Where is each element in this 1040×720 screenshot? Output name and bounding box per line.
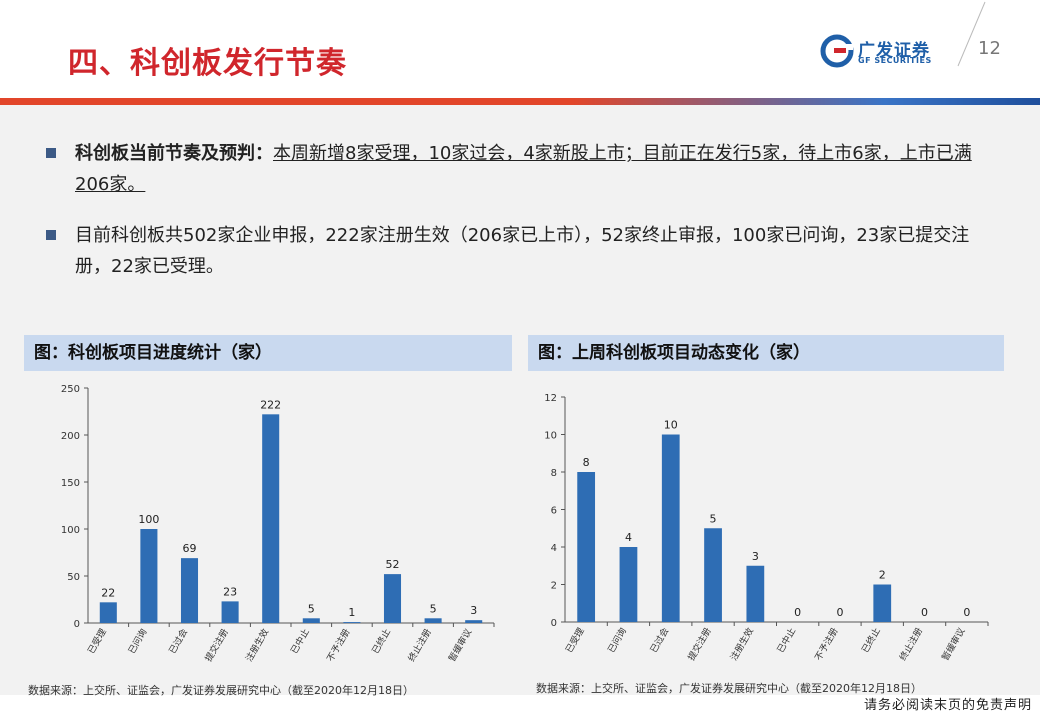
x-tick-label: 已过会 [166, 627, 190, 656]
x-tick-label: 注册生效 [243, 627, 271, 664]
y-tick-label: 6 [551, 506, 557, 517]
chart-left-source: 数据来源：上交所、证监会，广发证券发展研究中心（截至2020年12月18日） [28, 684, 414, 697]
bullet-square-icon [46, 230, 56, 240]
data-label: 222 [260, 398, 281, 411]
data-label: 0 [794, 606, 801, 619]
x-tick-label: 已终止 [369, 627, 393, 656]
data-label: 3 [752, 550, 759, 563]
chart-right-title: 图：上周科创板项目动态变化（家） [528, 335, 1004, 371]
bar [465, 620, 483, 623]
bar [99, 602, 117, 623]
logo-text-cn: 广发证券 [858, 41, 930, 61]
x-tick-label: 已问询 [126, 627, 150, 656]
x-tick-label: 暂缓审议 [446, 627, 474, 664]
y-tick-label: 150 [61, 478, 80, 489]
x-tick-label: 已终止 [859, 626, 883, 655]
data-label: 0 [836, 606, 843, 619]
gf-logo-icon [820, 34, 854, 68]
bar [619, 547, 638, 622]
chart-right-source: 数据来源：上交所、证监会，广发证券发展研究中心（截至2020年12月18日） [536, 682, 922, 695]
data-label: 3 [470, 604, 477, 617]
data-label: 0 [963, 606, 970, 619]
bar [704, 528, 722, 622]
y-tick-label: 12 [544, 393, 557, 404]
y-tick-label: 0 [551, 618, 557, 629]
data-label: 8 [583, 456, 590, 469]
x-tick-label: 提交注册 [202, 627, 230, 664]
y-tick-label: 0 [74, 619, 80, 630]
y-tick-label: 4 [551, 543, 557, 554]
bullet-text: 目前科创板共502家企业申报，222家注册生效（206家已上市），52家终止审报… [75, 225, 970, 277]
chart-weekly-changes: 0 2 4 6 8 10 12 8 已受理 4 已问询 10 已过会 5 提交注册 3 注册生效 0 已中止 0 不予注… [544, 393, 989, 663]
bar [262, 414, 280, 623]
bar [577, 472, 596, 622]
x-tick-label: 已受理 [563, 626, 587, 655]
x-tick-label: 不予注册 [812, 626, 840, 663]
bullet-lead: 科创板当前节奏及预判： [75, 143, 273, 164]
logo-text-en: GF SECURITIES [858, 56, 932, 65]
disclaimer-text: 请务必阅读末页的免责声明 [863, 698, 1032, 713]
bar [746, 565, 765, 622]
chart-left-title: 图：科创板项目进度统计（家） [24, 335, 512, 371]
bar [180, 558, 199, 623]
data-label: 23 [223, 585, 237, 598]
data-label: 22 [101, 586, 115, 599]
x-tick-label: 已过会 [647, 626, 671, 655]
x-tick-label: 注册生效 [728, 626, 756, 663]
data-label: 52 [386, 558, 400, 571]
y-tick-label: 10 [544, 431, 557, 442]
y-tick-label: 250 [61, 384, 80, 395]
bullet-underlined-text: 本周新增8家受理，10家过会，4家新股上市；目前正在发行5家，待上市6家，上市已… [75, 143, 972, 195]
data-label: 5 [710, 512, 717, 525]
data-label: 69 [183, 542, 197, 555]
data-label: 2 [879, 569, 886, 582]
slide-title: 四、科创板发行节奏 [68, 46, 347, 81]
bar [873, 584, 892, 622]
data-label: 100 [138, 513, 159, 526]
bar [140, 529, 158, 623]
content-background [0, 105, 1040, 695]
bar [343, 622, 361, 623]
bar [424, 618, 442, 623]
data-label: 4 [625, 531, 632, 544]
data-label: 0 [921, 606, 928, 619]
y-tick-label: 8 [551, 468, 557, 479]
data-label: 10 [664, 419, 678, 432]
bar [383, 574, 402, 623]
data-label: 5 [430, 602, 437, 615]
bar [302, 618, 320, 623]
y-tick-label: 100 [61, 525, 80, 536]
x-tick-label: 提交注册 [685, 626, 713, 663]
bar [221, 601, 239, 623]
y-tick-label: 2 [551, 581, 557, 592]
x-tick-label: 已问询 [605, 626, 629, 655]
x-tick-label: 已受理 [85, 627, 109, 656]
bullet-square-icon [46, 148, 56, 158]
x-tick-label: 终止注册 [897, 626, 925, 663]
x-tick-label: 终止注册 [405, 627, 433, 664]
y-tick-label: 50 [67, 572, 80, 583]
data-label: 5 [308, 602, 315, 615]
x-tick-label: 已中止 [288, 627, 312, 656]
x-tick-label: 暂缓审议 [939, 626, 967, 663]
header-accent-bar [0, 98, 1040, 105]
y-tick-label: 200 [61, 431, 80, 442]
page-number: 12 [978, 38, 1001, 59]
divider-slash [957, 1, 986, 67]
bullet-item-1: 科创板当前节奏及预判：本周新增8家受理，10家过会，4家新股上市；目前正在发行5… [40, 138, 1000, 200]
brand-logo: 广发证券 GF SECURITIES [820, 34, 960, 70]
x-tick-label: 已中止 [774, 626, 798, 655]
bullet-item-2: 目前科创板共502家企业申报，222家注册生效（206家已上市），52家终止审报… [40, 220, 1000, 282]
chart-progress-stats: 0 50 100 150 200 250 22 已受理 100 已问询 69 已过会 23 提交注册 222… [61, 384, 495, 664]
bar [661, 434, 680, 622]
x-tick-label: 不予注册 [324, 627, 352, 664]
data-label: 1 [348, 606, 355, 619]
